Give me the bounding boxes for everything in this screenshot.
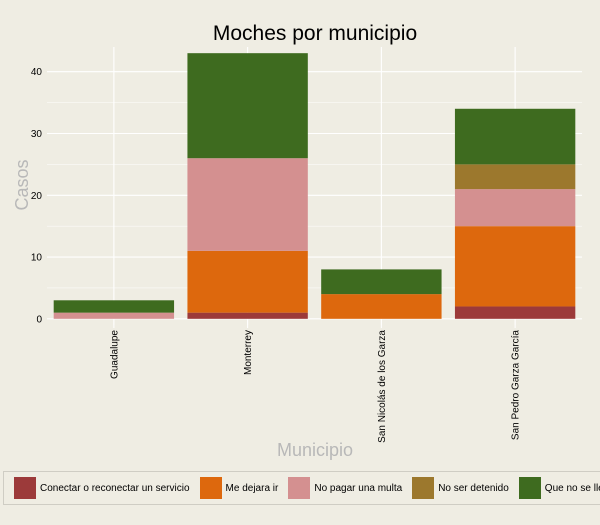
y-axis-title: Casos [12, 159, 32, 210]
legend-swatch [14, 477, 36, 499]
bar-segment [187, 312, 308, 319]
y-axis-ticks: 0 10 20 30 40 [31, 67, 43, 325]
legend-label: Me dejara ir [225, 482, 279, 494]
legend-label: Que no se llevaran mi carro [544, 482, 600, 494]
legend-item: No ser detenido [412, 477, 509, 499]
bar-segment [454, 226, 576, 307]
y-tick-label: 40 [31, 67, 43, 78]
bar-segment [53, 312, 175, 319]
bar-segment [321, 294, 442, 319]
bar-segment [454, 189, 576, 227]
legend-swatch [412, 477, 435, 499]
bar-segment [454, 108, 576, 165]
legend-swatch [518, 477, 541, 499]
bar-segment [187, 158, 308, 251]
bar-segment [53, 300, 175, 313]
legend-item: No pagar una multa [288, 477, 402, 499]
bar-segment [454, 306, 576, 319]
chart-title: Moches por municipio [213, 22, 417, 45]
chart-canvas: 0 10 20 30 40 Guadalupe Monterrey San Nicolás … [12, 22, 582, 460]
y-tick-label: 20 [31, 191, 43, 202]
y-tick-label: 10 [31, 253, 43, 264]
x-tick-label: Guadalupe [109, 330, 120, 379]
y-tick-label: 30 [31, 129, 43, 140]
x-axis-title: Municipio [277, 440, 353, 460]
x-tick-label: San Pedro Garza García [511, 330, 522, 440]
legend-item: Me dejara ir [199, 477, 279, 499]
legend-swatch [288, 477, 311, 499]
bar-segment [187, 53, 308, 159]
x-tick-label: Monterrey [243, 330, 254, 375]
legend-item: Conectar o reconectar un servicio [14, 477, 190, 499]
chart-legend: Conectar o reconectar un servicio Me deja… [3, 471, 600, 505]
x-axis-ticks: Guadalupe Monterrey San Nicolás de los Gar… [109, 325, 522, 443]
bar-segment [187, 250, 308, 313]
x-tick-label: San Nicolás de los Garza [377, 330, 388, 443]
bars [53, 53, 576, 319]
bar-segment [454, 164, 576, 190]
legend-swatch [199, 477, 222, 499]
legend-item: Que no se llevaran mi carro [518, 477, 600, 499]
bar-segment [321, 269, 442, 295]
y-tick-label: 0 [36, 314, 42, 325]
legend-label: Conectar o reconectar un servicio [40, 482, 190, 494]
legend-label: No pagar una multa [314, 482, 403, 494]
legend-label: No ser detenido [438, 482, 509, 494]
